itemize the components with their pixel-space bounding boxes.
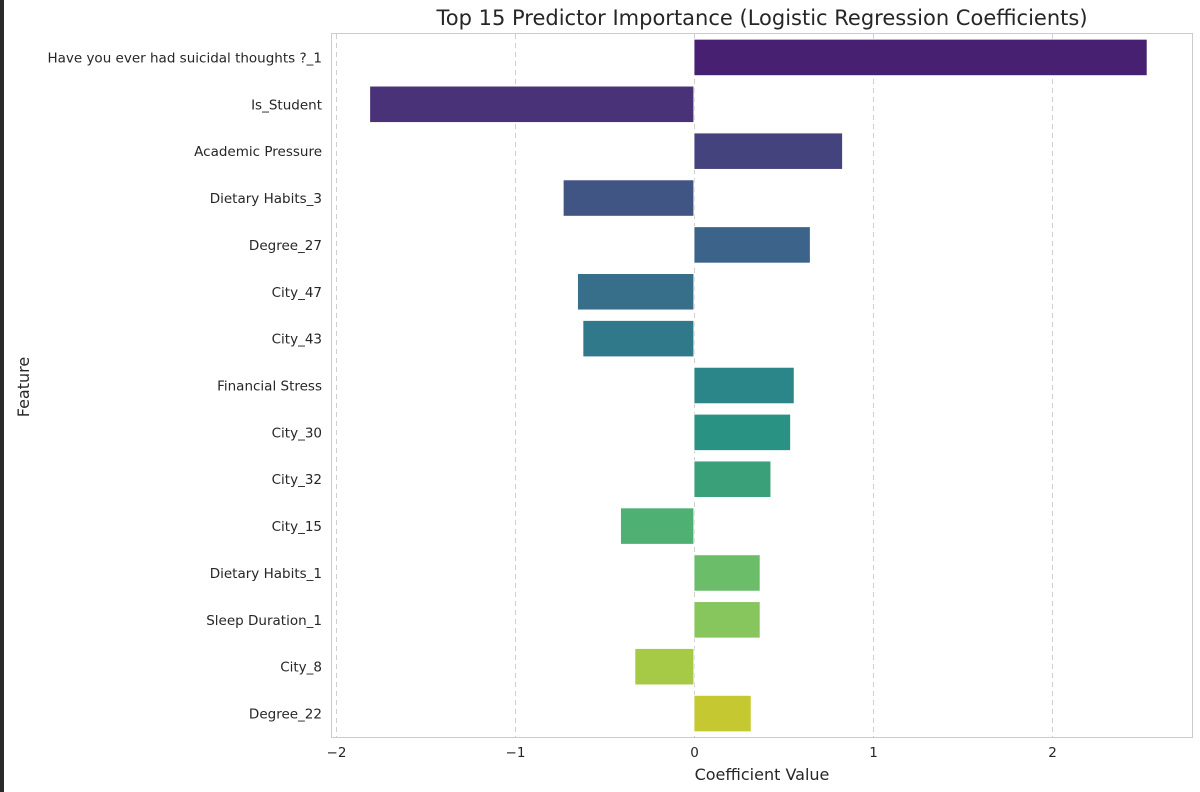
bars	[369, 38, 1148, 733]
y-tick-labels: Have you ever had suicidal thoughts ?_1 I…	[47, 50, 322, 722]
bar	[693, 694, 752, 733]
x-axis-label: Coefficient Value	[695, 765, 830, 784]
bar	[576, 272, 695, 311]
bar	[693, 554, 761, 592]
bar	[634, 647, 695, 686]
x-tick-label: 1	[869, 745, 878, 761]
bar	[693, 132, 844, 170]
window-edge	[0, 0, 4, 792]
bar	[582, 319, 695, 358]
x-tick-label: −1	[506, 745, 526, 761]
y-tick-label: City_47	[272, 285, 322, 301]
y-tick-label: Dietary Habits_1	[210, 566, 322, 582]
bar	[693, 601, 761, 639]
y-axis-label: Feature	[14, 357, 33, 417]
y-tick-label: Is_Student	[251, 97, 322, 113]
bar	[693, 413, 792, 452]
bar	[693, 366, 795, 405]
chart-title: Top 15 Predictor Importance (Logistic Re…	[435, 6, 1087, 30]
x-tick-label: 0	[690, 745, 699, 761]
y-tick-label: City_32	[272, 472, 322, 488]
y-tick-label: City_15	[272, 519, 322, 535]
y-tick-label: City_30	[272, 425, 322, 441]
y-tick-label: Sleep Duration_1	[206, 613, 322, 629]
y-tick-label: Dietary Habits_3	[210, 191, 322, 207]
y-tick-label: Degree_22	[249, 707, 322, 723]
y-tick-label: City_8	[280, 660, 322, 676]
bar	[693, 226, 811, 264]
x-tick-label: 2	[1048, 745, 1057, 761]
y-tick-label: Academic Pressure	[194, 144, 322, 160]
bar	[693, 460, 772, 499]
y-tick-label: Financial Stress	[217, 379, 322, 395]
bar	[369, 85, 695, 124]
x-tick-label: −2	[327, 745, 347, 761]
y-tick-label: Have you ever had suicidal thoughts ?_1	[47, 50, 322, 66]
bar	[619, 507, 695, 545]
y-tick-label: Degree_27	[249, 238, 322, 254]
x-tick-labels: −2 −1 0 1 2	[327, 745, 1057, 761]
bar	[562, 179, 695, 217]
bar	[693, 38, 1148, 77]
plot-area-border	[331, 33, 1193, 738]
y-tick-label: City_43	[272, 332, 322, 348]
